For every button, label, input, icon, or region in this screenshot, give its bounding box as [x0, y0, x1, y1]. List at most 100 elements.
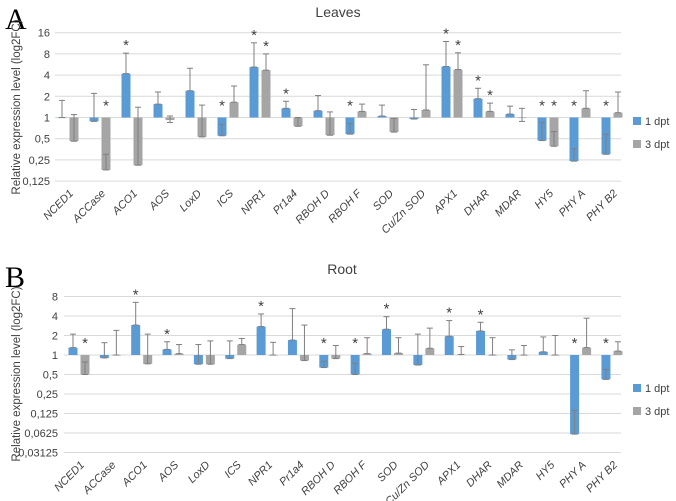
- panel-b-x-label-ACO1: ACO1: [119, 459, 149, 489]
- bar-AOS-1dpt: [162, 349, 172, 355]
- significance-asterisk-ACCase-3dpt: *: [103, 98, 109, 115]
- panel-a-title: Leaves: [315, 4, 360, 20]
- panel-a-y-tick-16: 16: [38, 28, 50, 40]
- panel-b-legend-label-3dpt: 3 dpt: [645, 406, 669, 418]
- panel-a-letter: A: [5, 3, 27, 36]
- panel-a-x-label-AOS: AOS: [146, 187, 172, 213]
- panel-a-x-label-HY5: HY5: [532, 187, 556, 211]
- significance-asterisk-RBOH-D-1dpt: *: [321, 335, 327, 352]
- panel-a-x-label-RBOH-F: RBOH F: [326, 187, 365, 226]
- significance-asterisk-RBOH-F-1dpt: *: [352, 335, 358, 352]
- bar-PHY-A-1dpt: [570, 355, 580, 435]
- bar-LoxD-1dpt: [185, 90, 195, 118]
- panel-b-x-label-NPR1: NPR1: [246, 459, 275, 488]
- significance-asterisk-SOD-1dpt: *: [384, 301, 390, 318]
- panel-a-legend-label-3dpt: 3 dpt: [645, 139, 669, 151]
- panel-b-letter: B: [5, 261, 25, 294]
- panel-a-x-label-ICS: ICS: [215, 187, 237, 209]
- bar-NPR1-3dpt: [261, 70, 271, 118]
- panel-a-y-tick-2: 2: [44, 91, 50, 103]
- bar-SOD-1dpt: [377, 116, 387, 118]
- significance-asterisk-ACO1-1dpt: *: [133, 286, 139, 303]
- panel-b-legend-swatch-3dpt: [633, 407, 641, 415]
- bar-PHY-A-3dpt: [581, 108, 591, 118]
- panel-a-legend-swatch-1dpt: [633, 117, 641, 125]
- panel-b-legend-swatch-1dpt: [633, 384, 641, 392]
- significance-asterisk-APX1-1dpt: *: [446, 305, 452, 322]
- panel-b-y-tick-0,25: 0,25: [37, 389, 58, 401]
- bar-Cu-Zn-SOD-3dpt: [425, 348, 435, 355]
- panel-b-x-label-SOD: SOD: [375, 459, 400, 484]
- bar-APX1-1dpt: [441, 66, 451, 118]
- panel-a-y-tick-0,25: 0,25: [29, 155, 50, 167]
- bar-ACCase-3dpt: [101, 117, 111, 170]
- panel-b-legend-label-1dpt: 1 dpt: [645, 383, 669, 395]
- bar-PHY-B2-3dpt: [613, 112, 623, 118]
- significance-asterisk-NPR1-1dpt: *: [251, 27, 257, 44]
- panel-b-x-label-PHY-B2: PHY B2: [584, 459, 620, 495]
- panel-b-y-tick-8: 8: [52, 292, 58, 304]
- panel-b-x-label-DHAR: DHAR: [464, 459, 495, 490]
- bar-Cu-Zn-SOD-3dpt: [421, 109, 431, 118]
- panel-a-legend-swatch-3dpt: [633, 140, 641, 148]
- panel-b-y-tick-0,5: 0,5: [43, 370, 58, 382]
- panel-b-x-label-RBOH-F: RBOH F: [331, 458, 370, 497]
- bar-NPR1-1dpt: [256, 326, 266, 355]
- bar-RBOH-F-3dpt: [362, 353, 372, 355]
- bar-PHY-A-3dpt: [582, 347, 592, 355]
- significance-asterisk-DHAR-1dpt: *: [475, 72, 481, 89]
- panel-a-x-label-APX1: APX1: [431, 188, 460, 217]
- panel-b-y-tick-1: 1: [52, 350, 58, 362]
- significance-asterisk-ICS-1dpt: *: [219, 98, 225, 115]
- bar-Pr1a4-1dpt: [287, 340, 297, 355]
- panel-a-x-label-NPR1: NPR1: [239, 188, 268, 217]
- significance-asterisk-APX1-3dpt: *: [455, 37, 461, 54]
- panel-a-x-label-PHY-B2: PHY B2: [584, 188, 620, 224]
- panel-b-x-label-ICS: ICS: [222, 459, 244, 481]
- panel-b-y-tick-0,125: 0,125: [30, 409, 58, 421]
- bar-DHAR-1dpt: [473, 98, 483, 118]
- bar-DHAR-1dpt: [476, 330, 486, 355]
- significance-asterisk-PHY-A-1dpt: *: [572, 335, 578, 352]
- significance-asterisk-APX1-1dpt: *: [443, 25, 449, 42]
- panel-b-x-label-LoxD: LoxD: [186, 459, 213, 486]
- significance-asterisk-PHY-B2-1dpt: *: [603, 98, 609, 115]
- panel-a-x-label-SOD: SOD: [371, 188, 396, 213]
- significance-asterisk-ACO1-1dpt: *: [123, 37, 129, 54]
- panel-b-y-tick-2: 2: [52, 331, 58, 343]
- significance-asterisk-DHAR-1dpt: *: [478, 306, 484, 323]
- panel-b-x-label-HY5: HY5: [534, 459, 558, 483]
- panel-a-y-tick-8: 8: [44, 49, 50, 61]
- panel-a-y-tick-4: 4: [44, 70, 50, 82]
- panel-a-y-axis-label: Relative expression level (log2FC): [11, 19, 23, 194]
- panel-b-x-label-Pr1a4: Pr1a4: [277, 459, 306, 488]
- bar-HY5-1dpt: [538, 351, 548, 355]
- panel-b-x-label-AOS: AOS: [156, 459, 182, 485]
- panel-a-x-label-LoxD: LoxD: [177, 188, 204, 215]
- panel-a-x-label-ACO1: ACO1: [110, 188, 140, 218]
- panel-b-x-label-APX1: APX1: [434, 459, 463, 488]
- bar-PHY-B2-1dpt: [601, 355, 611, 380]
- bar-PHY-B2-3dpt: [613, 351, 623, 355]
- bar-ACO1-1dpt: [131, 325, 141, 355]
- panel-b-x-label-MDAR: MDAR: [495, 459, 526, 490]
- bar-ICS-3dpt: [237, 344, 247, 355]
- significance-asterisk-PHY-B2-1dpt: *: [603, 335, 609, 352]
- bar-RBOH-D-1dpt: [313, 110, 323, 118]
- panel-b-x-label-RBOH-D: RBOH D: [299, 459, 338, 498]
- panel-b-y-tick-0,03125: 0,03125: [18, 448, 58, 460]
- panel-a-y-tick-1: 1: [44, 113, 50, 125]
- bar-DHAR-3dpt: [485, 111, 495, 118]
- bar-SOD-3dpt: [394, 353, 403, 355]
- significance-asterisk-NPR1-3dpt: *: [263, 38, 269, 55]
- bar-AOS-1dpt: [153, 104, 163, 118]
- panel-a-y-tick-0,5: 0,5: [35, 134, 50, 146]
- panel-b-y-tick-0,0625: 0,0625: [24, 428, 58, 440]
- bar-SOD-1dpt: [382, 329, 391, 355]
- significance-asterisk-PHY-A-1dpt: *: [571, 98, 577, 115]
- panel-a-x-label-Pr1a4: Pr1a4: [271, 188, 300, 217]
- significance-asterisk-NPR1-1dpt: *: [258, 298, 264, 315]
- significance-asterisk-Pr1a4-1dpt: *: [283, 85, 289, 102]
